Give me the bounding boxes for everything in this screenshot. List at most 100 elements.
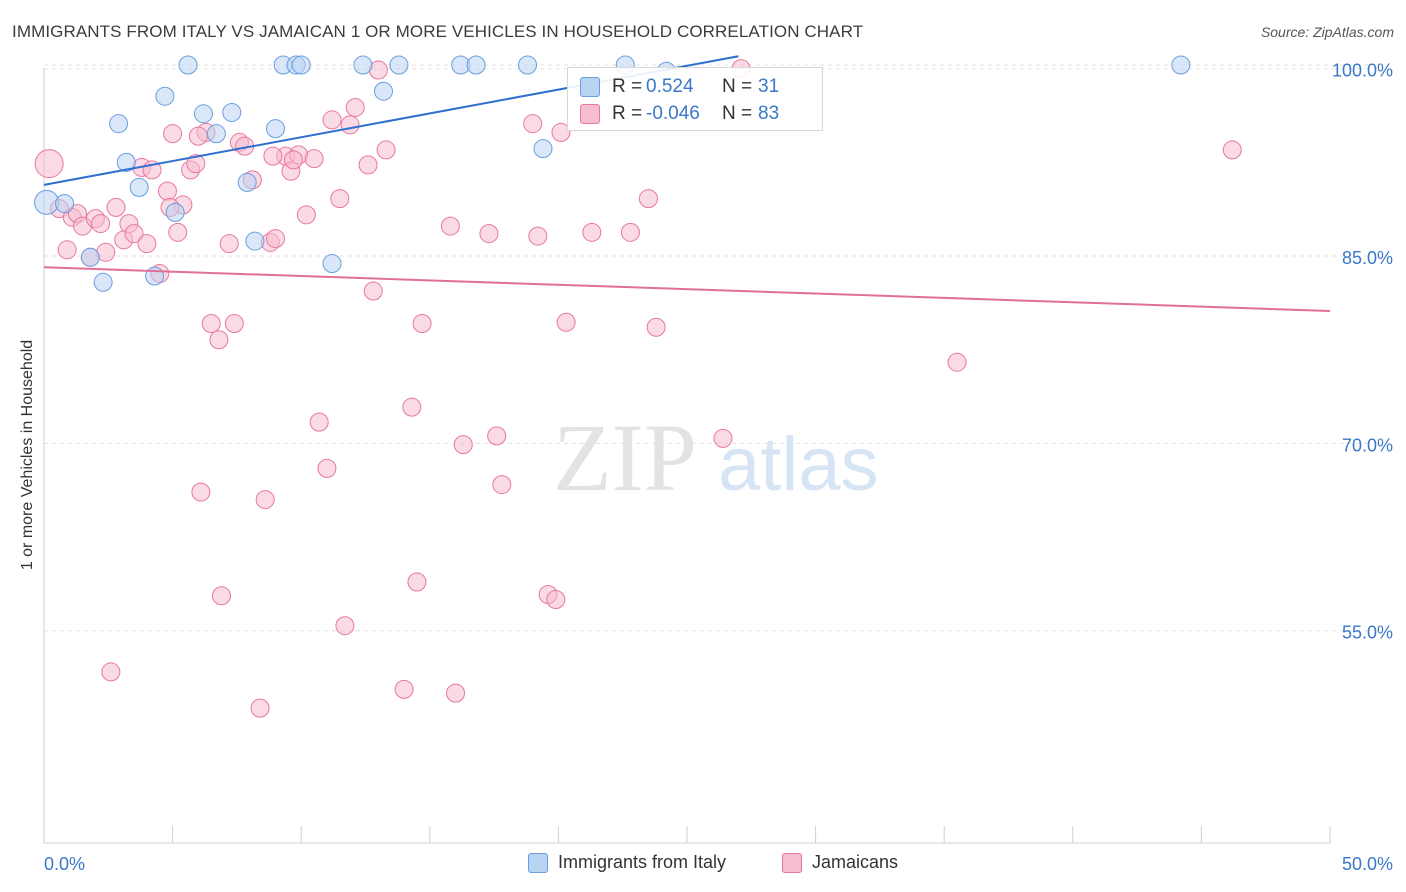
y-tick-label: 100.0% [1332,61,1393,81]
point-italy [466,55,486,75]
legend-n-value: 83 [758,103,780,124]
watermark-zip: ZIP [553,404,697,511]
point-jamaicans [137,234,157,254]
point-jamaicans [330,189,350,209]
point-jamaicans [528,226,548,246]
point-jamaicans [186,154,206,174]
point-jamaicans [407,572,427,592]
point-italy [109,114,129,134]
legend-r-label: R = [612,103,643,124]
point-italy [145,266,165,286]
point-jamaicans [412,313,432,333]
point-jamaicans [224,313,244,333]
point-italy [55,194,75,214]
point-italy [34,189,60,215]
legend-row-italy: R = 0.524 N = 31 [580,76,779,98]
watermark: ZIP atlas [553,404,879,511]
series-jamaicans [34,59,1242,718]
point-jamaicans [440,216,460,236]
point-jamaicans [446,683,466,703]
point-jamaicans [91,214,111,234]
point-jamaicans [211,586,231,606]
point-italy [518,55,538,75]
point-jamaicans [283,150,303,170]
point-italy [165,202,185,222]
series-legend: Immigrants from Italy Jamaicans [0,852,1406,876]
point-jamaicans [556,312,576,332]
point-italy [178,55,198,75]
point-jamaicans [250,698,270,718]
point-italy [245,231,265,251]
point-jamaicans [34,149,64,179]
correlation-legend: R = 0.524 N = 31 R = -0.046 N = 83 [567,67,823,131]
point-jamaicans [309,412,329,432]
point-jamaicans [106,197,126,217]
point-jamaicans [363,281,383,301]
point-jamaicans [201,313,221,333]
series-immigrants-from-italy [34,55,1191,292]
x-tick-label: 50.0% [1342,854,1393,874]
point-jamaicans [551,122,571,142]
point-jamaicans [402,397,422,417]
point-italy [80,247,100,267]
point-jamaicans [620,222,640,242]
source-credit: Source: ZipAtlas.com [1260,24,1394,40]
point-jamaicans [335,616,355,636]
point-jamaicans [947,352,967,372]
point-jamaicans [188,126,208,146]
point-italy [155,86,175,106]
point-italy [389,55,409,75]
point-jamaicans [265,229,285,249]
legend-item-italy: Immigrants from Italy [528,852,726,873]
y-tick-label: 55.0% [1342,623,1393,643]
point-jamaicans [157,181,177,201]
point-jamaicans [57,240,77,260]
point-italy [265,119,285,139]
legend-n-label: N = [722,103,753,124]
tick-labels: 100.0% 85.0% 70.0% 55.0% 0.0% 50.0% [44,61,1393,874]
point-jamaicans [191,482,211,502]
point-jamaicans [124,224,144,244]
point-italy [206,124,226,144]
legend-r-value: 0.524 [646,76,694,97]
chart-title: IMMIGRANTS FROM ITALY VS JAMAICAN 1 OR M… [12,22,864,41]
y-tick-label: 70.0% [1342,435,1393,455]
point-jamaicans [345,97,365,117]
point-jamaicans [479,224,499,244]
point-jamaicans [304,149,324,169]
legend-swatch-pink [782,852,802,873]
x-tick-label: 0.0% [44,854,85,874]
point-italy [1171,55,1191,75]
point-italy [193,104,213,124]
point-jamaicans [492,475,512,495]
point-jamaicans [168,222,188,242]
point-italy [374,81,394,101]
point-italy [291,55,311,75]
point-jamaicans [322,110,342,130]
point-jamaicans [453,435,473,455]
legend-row-jamaicans: R = -0.046 N = 83 [580,103,779,125]
point-jamaicans [296,205,316,225]
trend-line-jamaicans [43,266,1331,313]
legend-n-label: N = [722,76,753,97]
point-italy [322,254,342,274]
point-jamaicans [317,458,337,478]
legend-r-value: -0.046 [646,103,700,124]
legend-swatch-blue [528,852,548,873]
point-jamaicans [713,428,733,448]
point-italy [222,102,242,122]
point-jamaicans [646,317,666,337]
point-italy [129,177,149,197]
point-jamaicans [163,124,183,144]
point-jamaicans [523,114,543,134]
legend-swatch-pink [580,104,600,124]
point-jamaicans [487,426,507,446]
point-jamaicans [101,662,121,682]
point-jamaicans [376,140,396,160]
legend-swatch-blue [580,77,600,97]
legend-r-label: R = [612,76,643,97]
point-italy [93,272,113,292]
legend-label-italy: Immigrants from Italy [558,852,727,872]
point-italy [533,139,553,159]
